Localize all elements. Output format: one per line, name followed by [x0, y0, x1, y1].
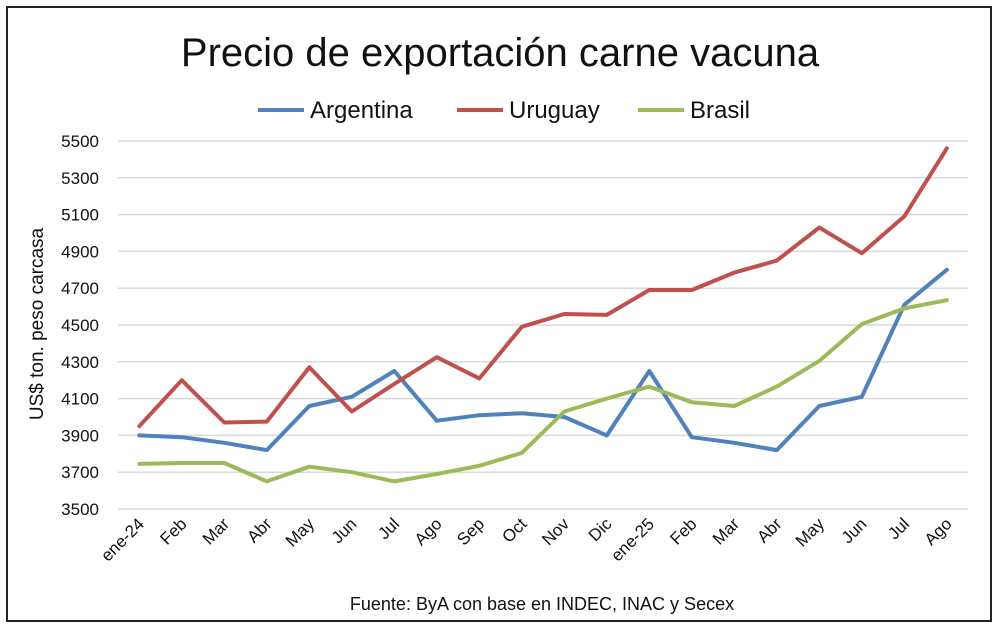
chart-title: Precio de exportación carne vacuna [181, 31, 820, 75]
y-tick-label: 4700 [61, 279, 99, 298]
x-tick-label: Feb [666, 514, 700, 548]
x-tick-label: ene-24 [97, 514, 148, 565]
y-tick-label: 5100 [61, 206, 99, 225]
legend-label-uruguay: Uruguay [509, 97, 600, 124]
x-tick-label: Oct [498, 514, 530, 546]
x-tick-label: Jun [838, 514, 871, 547]
x-tick-label: Ago [921, 514, 956, 549]
y-axis-label: US$ ton. peso carcasa [27, 227, 48, 420]
y-axis-ticks: 3500 3700 3900 4100 4300 4500 4700 4900 5100 5300… [61, 132, 99, 519]
x-tick-label: Mar [709, 514, 743, 548]
y-tick-label: 5500 [61, 132, 99, 151]
gridlines [118, 140, 968, 510]
x-tick-label: Nov [538, 514, 573, 549]
x-tick-label: Jul [884, 514, 913, 543]
series-line-brasil [137, 298, 949, 484]
series-lines [137, 146, 949, 484]
x-tick-label: Dic [585, 514, 616, 545]
x-tick-label: Abr [753, 514, 785, 546]
series-line-uruguay [137, 146, 949, 429]
source-note: Fuente: ByA con base en INDEC, INAC y Se… [350, 594, 734, 614]
x-tick-label: May [792, 514, 828, 550]
x-tick-label: May [282, 514, 318, 550]
x-tick-label: Ago [411, 514, 446, 549]
x-tick-label: Sep [453, 514, 488, 549]
legend-label-argentina: Argentina [310, 97, 413, 124]
x-tick-label: Jun [328, 514, 361, 547]
y-tick-label: 4300 [61, 353, 99, 372]
legend-label-brasil: Brasil [690, 97, 750, 124]
series-line-argentina [137, 267, 949, 453]
y-tick-label: 3700 [61, 463, 99, 482]
x-tick-label: ene-25 [607, 514, 658, 565]
x-axis-ticks: ene-24 Feb Mar Abr May Jun Jul Ago Sep Oct Nov Dice… [97, 514, 955, 565]
y-tick-label: 4100 [61, 390, 99, 409]
y-tick-label: 4900 [61, 242, 99, 261]
y-tick-label: 3900 [61, 426, 99, 445]
x-tick-label: Abr [243, 514, 275, 546]
legend: Argentina Uruguay Brasil [258, 97, 750, 124]
x-tick-label: Jul [374, 514, 403, 543]
y-tick-label: 5300 [61, 169, 99, 188]
x-tick-label: Feb [156, 514, 190, 548]
y-tick-label: 4500 [61, 316, 99, 335]
x-tick-label: Mar [199, 514, 233, 548]
y-tick-label: 3500 [61, 500, 99, 519]
